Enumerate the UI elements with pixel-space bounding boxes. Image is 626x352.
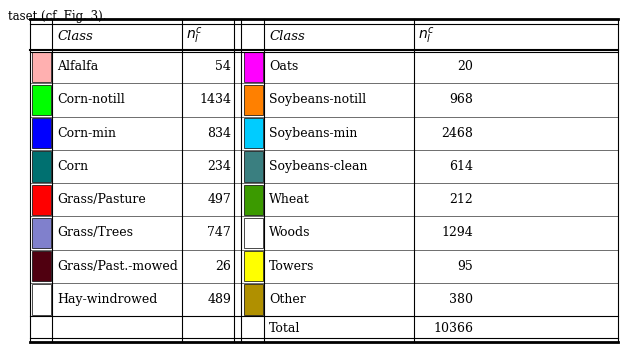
Bar (244, 218, 262, 248)
Text: Alfalfa: Alfalfa (57, 60, 98, 73)
Bar (244, 284, 262, 314)
Text: Hay-windrowed: Hay-windrowed (57, 293, 157, 306)
Text: Grass/Past.-mowed: Grass/Past.-mowed (57, 260, 178, 273)
Text: 95: 95 (457, 260, 473, 273)
Text: Oats: Oats (269, 60, 298, 73)
Bar (31, 151, 51, 182)
Text: Grass/Trees: Grass/Trees (57, 226, 133, 239)
Bar (244, 51, 262, 82)
Text: Class: Class (57, 30, 93, 43)
Text: 212: 212 (449, 193, 473, 206)
Text: Class: Class (269, 30, 305, 43)
Bar (31, 218, 51, 248)
Text: 747: 747 (207, 226, 231, 239)
Bar (244, 184, 262, 215)
Text: Corn-min: Corn-min (57, 127, 116, 140)
Text: Total: Total (269, 322, 300, 335)
Text: 380: 380 (449, 293, 473, 306)
Text: Other: Other (269, 293, 305, 306)
Text: 614: 614 (449, 160, 473, 173)
Bar (244, 118, 262, 148)
Text: 234: 234 (207, 160, 231, 173)
Text: 54: 54 (215, 60, 231, 73)
Text: 26: 26 (215, 260, 231, 273)
Text: 497: 497 (207, 193, 231, 206)
Bar (31, 284, 51, 314)
Text: 834: 834 (207, 127, 231, 140)
Text: Towers: Towers (269, 260, 314, 273)
Text: Wheat: Wheat (269, 193, 310, 206)
Text: 2468: 2468 (441, 127, 473, 140)
Text: Soybeans-clean: Soybeans-clean (269, 160, 367, 173)
Text: taset (cf. Fig. 3).: taset (cf. Fig. 3). (8, 10, 106, 23)
Text: 968: 968 (449, 93, 473, 106)
Text: 1294: 1294 (441, 226, 473, 239)
Bar (244, 85, 262, 115)
Text: Soybeans-notill: Soybeans-notill (269, 93, 366, 106)
Text: Soybeans-min: Soybeans-min (269, 127, 357, 140)
Bar (31, 118, 51, 148)
Text: 1434: 1434 (199, 93, 231, 106)
Bar (244, 151, 262, 182)
Text: Corn: Corn (57, 160, 88, 173)
Text: Grass/Pasture: Grass/Pasture (57, 193, 146, 206)
Text: $n_l^c$: $n_l^c$ (186, 26, 203, 46)
Bar (31, 85, 51, 115)
Text: 20: 20 (457, 60, 473, 73)
Text: 10366: 10366 (433, 322, 473, 335)
Bar (31, 251, 51, 281)
Text: 489: 489 (207, 293, 231, 306)
Text: $n_l^c$: $n_l^c$ (418, 26, 434, 46)
Bar (31, 184, 51, 215)
Text: Corn-notill: Corn-notill (57, 93, 125, 106)
Bar (31, 51, 51, 82)
Bar (244, 251, 262, 281)
Text: Woods: Woods (269, 226, 310, 239)
